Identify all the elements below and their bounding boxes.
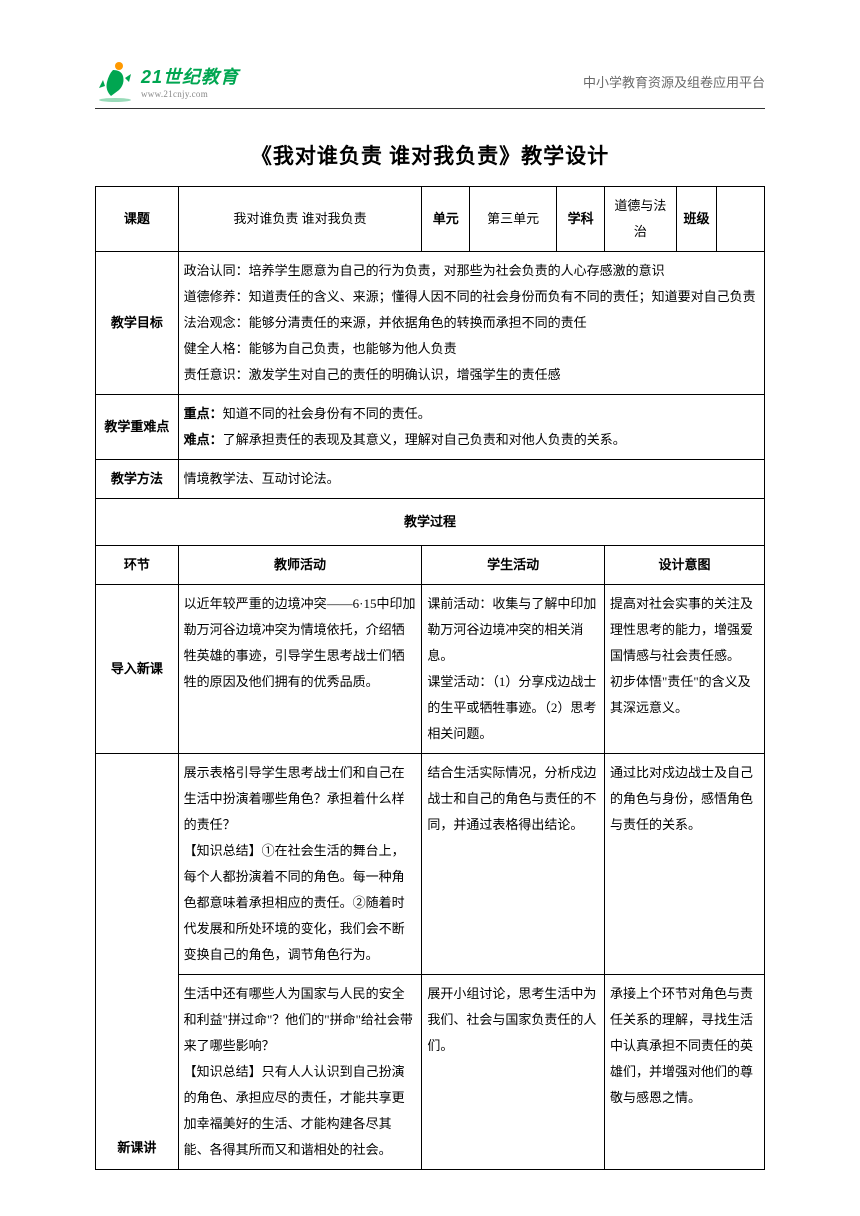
new-student-1: 结合生活实际情况，分析戍边战士和自己的角色与责任的不同，并通过表格得出结论。	[422, 754, 605, 975]
logo: 21世纪教育 www.21cnjy.com	[95, 60, 239, 102]
content-area: 《我对谁负责 谁对我负责》教学设计 课题 我对谁负责 谁对我负责 单元 第三单元…	[95, 140, 765, 1170]
logo-text: 21世纪教育 www.21cnjy.com	[141, 63, 239, 99]
unit-value: 第三单元	[470, 187, 557, 252]
logo-icon	[95, 60, 135, 102]
methods-row: 教学方法 情境教学法、互动讨论法。	[96, 460, 765, 499]
diff-text: 了解承担责任的表现及其意义，理解对自己负责和对他人负责的关系。	[223, 432, 626, 447]
class-value	[717, 187, 765, 252]
keypoints-row: 教学重难点 重点：知道不同的社会身份有不同的责任。 难点：了解承担责任的表现及其…	[96, 395, 765, 460]
objectives-content: 政治认同：培养学生愿意为自己的行为负责，对那些为社会负责的人心存感激的意识 道德…	[178, 252, 764, 395]
label-topic: 课题	[96, 187, 179, 252]
intro-row: 导入新课 以近年较严重的边境冲突——6·15中印加勒万河谷边境冲突为情境依托，介…	[96, 585, 765, 754]
new-teacher-1: 展示表格引导学生思考战士们和自己在生活中扮演着哪些角色？承担着什么样的责任？ 【…	[178, 754, 422, 975]
label-class: 班级	[676, 187, 716, 252]
key-text: 知道不同的社会身份有不同的责任。	[223, 406, 431, 421]
process-header: 教学过程	[96, 499, 765, 546]
diff-label: 难点：	[184, 432, 223, 447]
keypoints-content: 重点：知道不同的社会身份有不同的责任。 难点：了解承担责任的表现及其意义，理解对…	[178, 395, 764, 460]
label-keypoints: 教学重难点	[96, 395, 179, 460]
logo-url-text: www.21cnjy.com	[141, 89, 239, 99]
stage-new: 新课讲	[96, 754, 179, 1170]
intro-teacher: 以近年较严重的边境冲突——6·15中印加勒万河谷边境冲突为情境依托，介绍牺牲英雄…	[178, 585, 422, 754]
info-row: 课题 我对谁负责 谁对我负责 单元 第三单元 学科 道德与法治 班级	[96, 187, 765, 252]
new-design-1: 通过比对戍边战士及自己的角色与身份，感悟角色与责任的关系。	[605, 754, 765, 975]
new-row-2: 生活中还有哪些人为国家与人民的安全和利益"拼过命"？他们的"拼命"给社会带来了哪…	[96, 975, 765, 1170]
col-design: 设计意图	[605, 546, 765, 585]
key-label: 重点：	[184, 406, 223, 421]
process-columns-row: 环节 教师活动 学生活动 设计意图	[96, 546, 765, 585]
process-header-row: 教学过程	[96, 499, 765, 546]
header-underline	[95, 108, 765, 109]
new-design-2: 承接上个环节对角色与责任关系的理解，寻找生活中认真承担不同责任的英雄们，并增强对…	[605, 975, 765, 1170]
label-unit: 单元	[422, 187, 470, 252]
methods-content: 情境教学法、互动讨论法。	[178, 460, 764, 499]
page-header: 21世纪教育 www.21cnjy.com 中小学教育资源及组卷应用平台	[0, 60, 860, 102]
col-stage: 环节	[96, 546, 179, 585]
lesson-plan-table: 课题 我对谁负责 谁对我负责 单元 第三单元 学科 道德与法治 班级 教学目标 …	[95, 186, 765, 1170]
new-student-2: 展开小组讨论，思考生活中为我们、社会与国家负责任的人们。	[422, 975, 605, 1170]
new-teacher-2: 生活中还有哪些人为国家与人民的安全和利益"拼过命"？他们的"拼命"给社会带来了哪…	[178, 975, 422, 1170]
col-student: 学生活动	[422, 546, 605, 585]
label-methods: 教学方法	[96, 460, 179, 499]
logo-main-text: 21世纪教育	[141, 63, 239, 89]
label-subject: 学科	[557, 187, 605, 252]
intro-student: 课前活动：收集与了解中印加勒万河谷边境冲突的相关消息。 课堂活动：（1）分享戍边…	[422, 585, 605, 754]
header-right-text: 中小学教育资源及组卷应用平台	[583, 72, 765, 91]
objectives-row: 教学目标 政治认同：培养学生愿意为自己的行为负责，对那些为社会负责的人心存感激的…	[96, 252, 765, 395]
subject-value: 道德与法治	[605, 187, 677, 252]
stage-intro: 导入新课	[96, 585, 179, 754]
intro-design: 提高对社会实事的关注及理性思考的能力，增强爱国情感与社会责任感。 初步体悟"责任…	[605, 585, 765, 754]
topic-value: 我对谁负责 谁对我负责	[178, 187, 422, 252]
col-teacher: 教师活动	[178, 546, 422, 585]
new-row-1: 新课讲 展示表格引导学生思考战士们和自己在生活中扮演着哪些角色？承担着什么样的责…	[96, 754, 765, 975]
label-objectives: 教学目标	[96, 252, 179, 395]
page-title: 《我对谁负责 谁对我负责》教学设计	[95, 140, 765, 170]
